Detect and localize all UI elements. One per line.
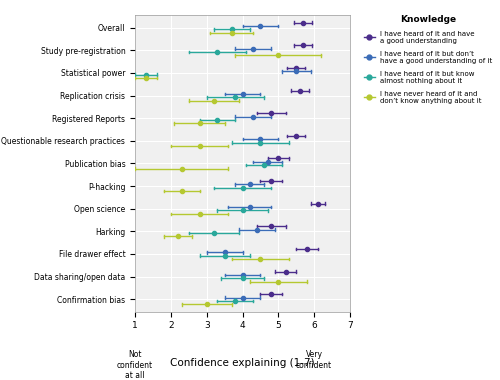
X-axis label: Confidence explaining (1-7): Confidence explaining (1-7)	[170, 358, 315, 368]
Text: Not
confident
at all: Not confident at all	[117, 350, 153, 380]
Legend: I have heard of it and have
a good understanding, I have heard of it but don’t
h: I have heard of it and have a good under…	[362, 13, 494, 106]
Text: Very
confident: Very confident	[296, 350, 332, 370]
